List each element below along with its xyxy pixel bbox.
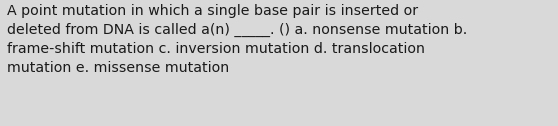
Text: A point mutation in which a single base pair is inserted or
deleted from DNA is : A point mutation in which a single base … <box>7 4 468 75</box>
